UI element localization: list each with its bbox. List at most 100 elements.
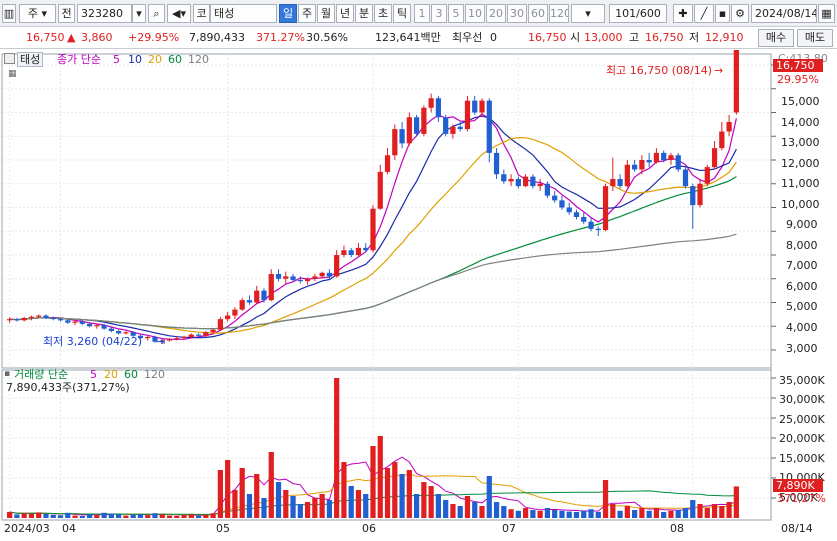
- volume-bar: [65, 512, 71, 518]
- price-tick: 9,000: [786, 218, 818, 231]
- stock-name-field[interactable]: 태성: [210, 4, 277, 23]
- candle-body: [624, 164, 630, 187]
- volume-tick: 15,000K: [779, 452, 825, 465]
- speaker-icon[interactable]: ◀▾: [167, 4, 191, 23]
- volume-bar: [399, 474, 405, 518]
- candle-body: [711, 148, 718, 168]
- interval-30[interactable]: 30: [507, 4, 527, 23]
- ma60-legend: 60: [168, 53, 182, 66]
- volume-bar: [566, 511, 572, 518]
- draw-line-icon[interactable]: ╱: [694, 4, 714, 23]
- volume-bar: [450, 504, 456, 518]
- gear-icon[interactable]: ⚙: [731, 4, 749, 23]
- volume-bar: [522, 508, 529, 518]
- date-label: 05: [216, 522, 230, 535]
- toolbar: ▥ 주 ▾ 전 323280 ▾ ⌕ ◀▾ 코 태성 일 주 월 년 분 초 틱…: [0, 0, 837, 27]
- volume-bar: [493, 502, 500, 518]
- volume-bar: [363, 494, 369, 518]
- volume-bar: [530, 510, 536, 518]
- price-tick: 8,000: [786, 239, 818, 252]
- volume-bar: [312, 498, 318, 518]
- candle-body: [697, 183, 703, 206]
- volume-bar: [690, 500, 696, 518]
- volume-bar: [544, 508, 551, 518]
- volume-bar: [181, 515, 187, 518]
- volume-bar: [72, 515, 78, 518]
- interval-5[interactable]: 5: [448, 4, 464, 23]
- toggle-icon[interactable]: ▪: [715, 4, 730, 23]
- period-week[interactable]: 주: [298, 4, 316, 23]
- interval-60[interactable]: 60: [528, 4, 548, 23]
- candle-body: [116, 331, 122, 334]
- volume-tag: 7,890K: [773, 479, 823, 492]
- grid-icon[interactable]: ▦: [8, 69, 17, 79]
- period-tick[interactable]: 틱: [393, 4, 411, 23]
- volume-bar: [392, 462, 398, 518]
- date-label: 2024/03: [4, 522, 50, 535]
- interval-custom-select[interactable]: ▾: [571, 4, 605, 23]
- volume-tick: 30,000K: [779, 393, 825, 406]
- candle-body: [435, 98, 442, 118]
- chart-area[interactable]: 태성 종가 단순 5 10 20 60 120 ▦ 최고 16,750 (08/…: [0, 50, 837, 541]
- candle-body: [334, 255, 340, 277]
- period-day[interactable]: 일: [279, 4, 297, 23]
- period-second[interactable]: 초: [374, 4, 392, 23]
- candle-body: [50, 317, 56, 320]
- price-tick: 4,000: [786, 321, 818, 334]
- volume-bar: [275, 482, 282, 518]
- candle-body: [65, 320, 71, 323]
- period-month[interactable]: 월: [317, 4, 335, 23]
- volume-bar: [682, 508, 689, 518]
- volume-bar: [188, 514, 194, 518]
- type-button[interactable]: 전: [58, 4, 75, 23]
- volume-bar: [472, 502, 478, 518]
- candle-body: [43, 315, 49, 318]
- candle-body: [137, 335, 144, 339]
- volume-bar: [588, 509, 594, 518]
- volume-bar: [675, 510, 681, 518]
- volume-bar: [50, 514, 56, 518]
- chart-svg[interactable]: [0, 50, 837, 541]
- sell-button[interactable]: 매도: [797, 29, 833, 47]
- volume-bar: [406, 470, 412, 518]
- volume-bar: [217, 470, 224, 518]
- calendar-icon[interactable]: ▦: [818, 4, 835, 23]
- volume-bar: [14, 514, 20, 518]
- interval-120[interactable]: 120: [549, 4, 569, 23]
- interval-1[interactable]: 1: [414, 4, 430, 23]
- volume-bar: [486, 476, 492, 518]
- chart-menu-icon[interactable]: ▥: [2, 4, 16, 23]
- bar-count-field[interactable]: 101/600: [609, 4, 667, 23]
- pane-menu-icon[interactable]: [4, 53, 15, 64]
- price-tick: 11,000: [781, 177, 820, 190]
- volume-bar: [508, 509, 514, 518]
- interval-3[interactable]: 3: [431, 4, 447, 23]
- date-field[interactable]: 2024/08/14: [751, 4, 817, 23]
- crosshair-icon[interactable]: ✚: [673, 4, 693, 23]
- period-minute[interactable]: 분: [355, 4, 373, 23]
- volume-bar: [711, 504, 718, 518]
- volume-bar: [428, 486, 434, 518]
- date-end-label: 08/14: [781, 522, 813, 535]
- candle-body: [632, 164, 638, 170]
- period-year[interactable]: 년: [336, 4, 354, 23]
- date-label: 07: [502, 522, 516, 535]
- interval-20[interactable]: 20: [486, 4, 506, 23]
- buy-button[interactable]: 매수: [758, 29, 794, 47]
- code-dropdown-icon[interactable]: ▾: [132, 4, 146, 23]
- candles: [7, 50, 739, 344]
- market-select[interactable]: 주 ▾: [19, 4, 56, 23]
- interval-10[interactable]: 10: [465, 4, 485, 23]
- volume-bar: [174, 516, 180, 518]
- volume-menu-icon[interactable]: ▪: [4, 369, 11, 379]
- candle-body: [174, 338, 180, 340]
- candle-body: [726, 122, 732, 132]
- candle-body: [530, 176, 536, 187]
- market-label: 주: [27, 7, 39, 20]
- volume-bar: [726, 502, 732, 518]
- volume-bar: [413, 494, 420, 518]
- search-icon[interactable]: ⌕: [148, 4, 165, 23]
- grid-lines: [3, 54, 776, 520]
- code-input[interactable]: 323280: [77, 4, 132, 23]
- low-price: 12,910: [705, 31, 744, 44]
